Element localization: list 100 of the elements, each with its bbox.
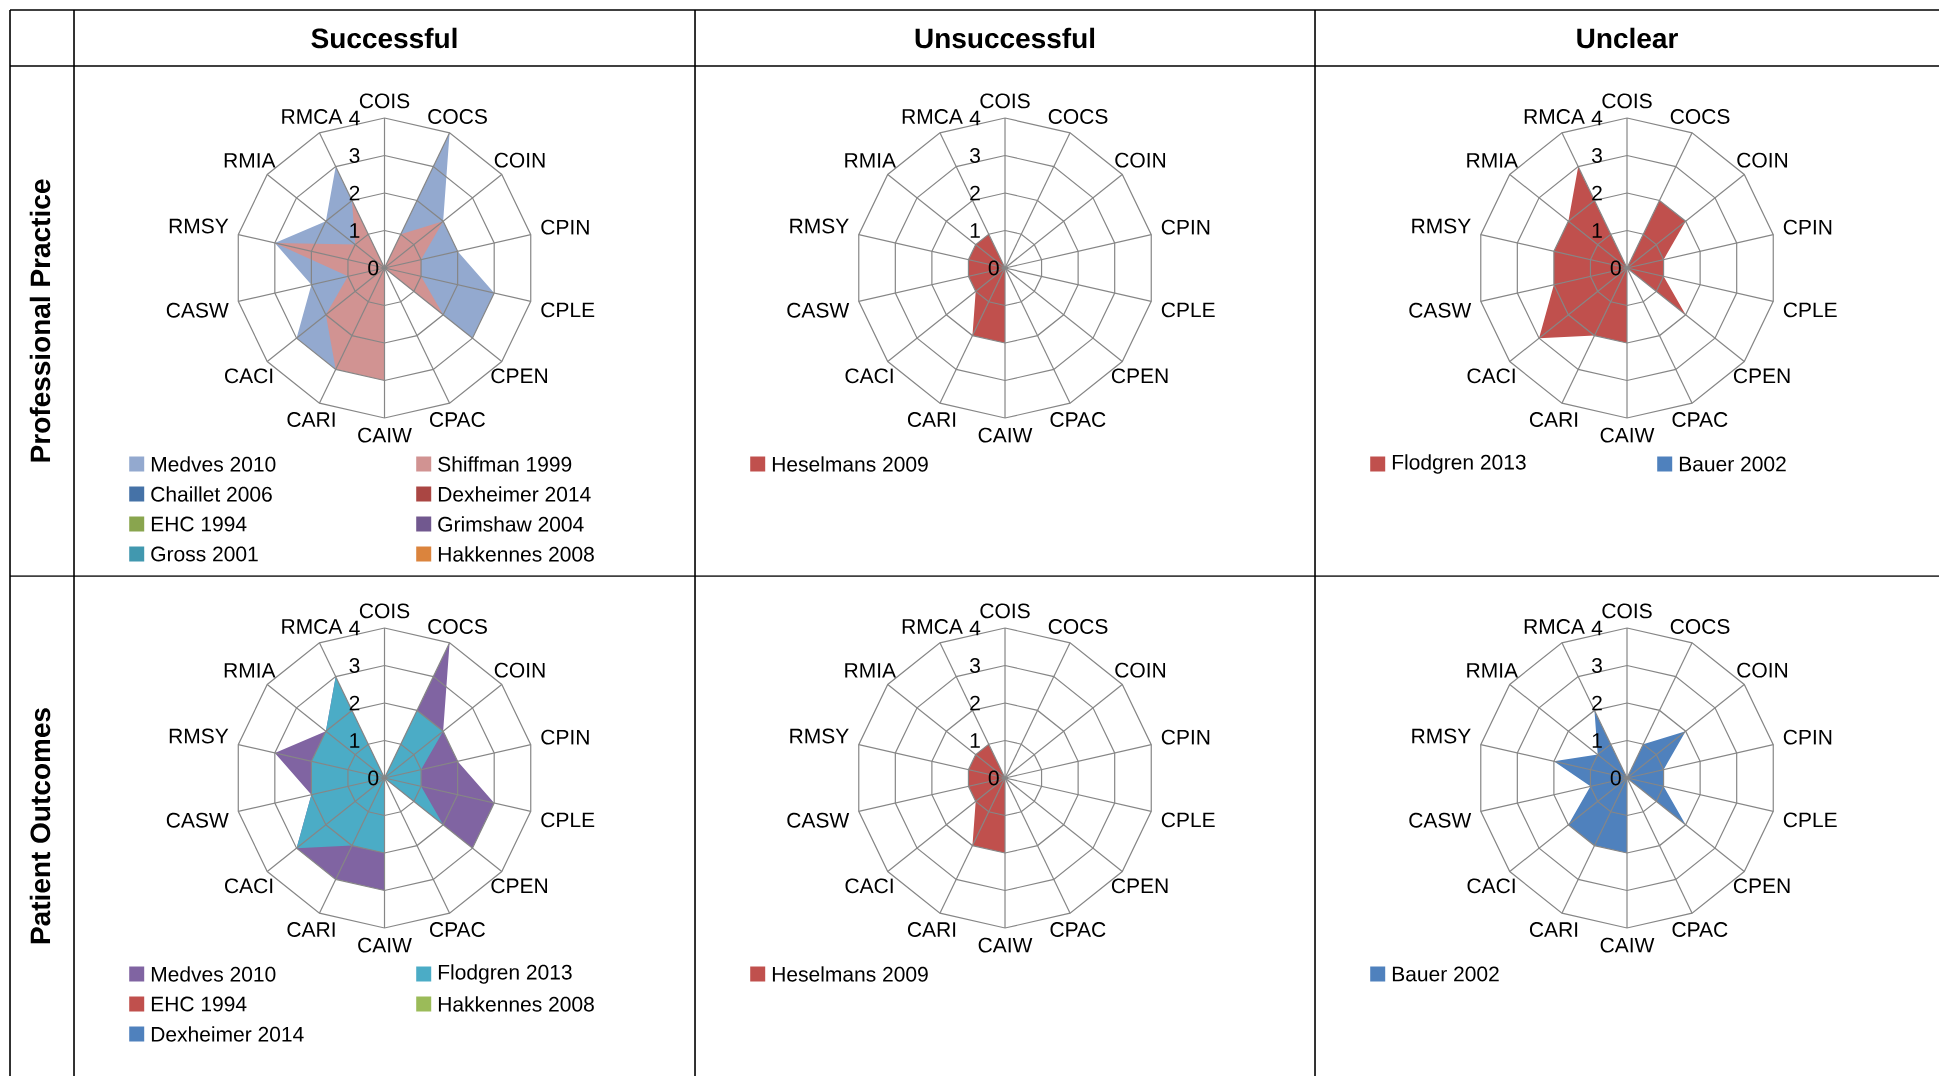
y-tick-label: 4 — [969, 110, 981, 126]
spoke-label: CPIN — [1161, 729, 1210, 745]
y-tick-label: 2 — [970, 695, 980, 711]
spoke-label: CPAC — [1050, 922, 1106, 937]
y-tick-label: 2 — [1592, 185, 1602, 201]
y-tick-label: 3 — [349, 658, 360, 673]
legend-label: Medves 2010 — [151, 456, 276, 472]
spoke-label: RMCA — [902, 619, 963, 634]
spoke-label: CAIW — [358, 427, 412, 443]
spoke-label: CASW — [787, 812, 850, 828]
spoke-label: COIN — [1737, 152, 1788, 168]
spoke-label: CPEN — [491, 368, 548, 384]
spoke-label: CASW — [166, 812, 229, 828]
spoke-label: RMIA — [1467, 663, 1519, 678]
legend-label: Flodgren 2013 — [438, 964, 572, 984]
spoke-label: CPEN — [1111, 878, 1168, 894]
y-tick-label: 4 — [1591, 620, 1603, 636]
legend-label: Bauer 2002 — [1392, 966, 1499, 982]
spoke-label: CPIN — [541, 219, 589, 235]
spoke-label: CAIW — [358, 937, 412, 953]
spoke-label: COIN — [1115, 152, 1166, 168]
spoke-label: COIN — [494, 152, 545, 168]
spoke-label: CPIN — [1161, 219, 1210, 235]
legend-label: Hakkennes 2008 — [438, 546, 594, 562]
spoke-label: CPEN — [491, 878, 548, 894]
legend-label: Grimshaw 2004 — [438, 516, 584, 532]
spoke-label: CARI — [1529, 922, 1578, 937]
spoke-label: COCS — [1670, 619, 1730, 634]
text: Professional Practice — [29, 179, 51, 462]
spoke-label: CPIN — [541, 729, 589, 745]
spoke-label: COCS — [1048, 109, 1108, 124]
spoke-label: RMIA — [1467, 153, 1519, 168]
spoke-label: CASW — [787, 302, 850, 318]
y-tick-label: 4 — [349, 620, 360, 636]
chart-title: Successful — [311, 27, 457, 49]
spoke-label: RMCA — [902, 109, 963, 124]
spoke-label: RMSY — [169, 728, 229, 744]
spoke-label: CAIW — [978, 427, 1033, 443]
spoke-label: CPAC — [1050, 412, 1106, 427]
spoke-label: CPLE — [1161, 302, 1215, 318]
spoke-label: CARI — [287, 922, 335, 937]
spoke-label: CPLE — [541, 812, 595, 828]
spoke-label: CPEN — [1733, 878, 1790, 894]
spoke-label: CPLE — [1783, 812, 1837, 828]
spoke-label: COIN — [1115, 662, 1166, 678]
y-tick-label: 3 — [969, 658, 980, 673]
legend-label: Flodgren 2013 — [1392, 454, 1526, 474]
spoke-label: CACI — [225, 878, 273, 894]
y-tick-label: 3 — [1591, 148, 1602, 163]
spoke-label: CARI — [907, 412, 956, 427]
y-tick-label: 3 — [349, 148, 360, 163]
y-tick-label: 0 — [988, 770, 999, 786]
spoke-label: CASW — [1409, 302, 1472, 318]
spoke-label: RMCA — [282, 619, 343, 634]
text: Patient Outcomes — [29, 708, 51, 944]
y-tick-label: 2 — [970, 185, 980, 201]
legend-label: Gross 2001 — [151, 546, 258, 562]
y-tick-label: 2 — [1592, 695, 1602, 711]
spoke-label: RMIA — [845, 663, 897, 678]
spoke-label: RMCA — [282, 109, 343, 124]
spoke-label: COCS — [1670, 109, 1730, 124]
spoke-label: RMSY — [1412, 218, 1471, 234]
spoke-label: COIS — [980, 603, 1030, 619]
spoke-label: RMSY — [1412, 728, 1471, 744]
y-tick-label: 2 — [349, 185, 360, 201]
spoke-label: COIS — [1602, 93, 1652, 109]
spoke-label: CACI — [225, 368, 273, 384]
spoke-label: CPLE — [541, 302, 595, 318]
legend-label: Heselmans 2009 — [772, 456, 928, 472]
y-tick-label: 2 — [349, 695, 360, 711]
spoke-label: CPIN — [1783, 729, 1832, 745]
spoke-label: CPEN — [1733, 368, 1790, 384]
chart-title: Unclear — [1577, 27, 1678, 49]
spoke-label: RMIA — [224, 153, 276, 168]
legend-label: Dexheimer 2014 — [438, 486, 591, 502]
y-tick-label: 0 — [1610, 260, 1621, 276]
spoke-label: COCS — [428, 109, 487, 124]
legend-label: EHC 1994 — [151, 996, 247, 1012]
spoke-label: CACI — [1467, 878, 1515, 894]
spoke-label: CASW — [1409, 812, 1472, 828]
spoke-label: COIN — [1737, 662, 1788, 678]
spoke-label: CAIW — [1600, 937, 1655, 953]
spoke-label: COIS — [359, 603, 410, 619]
legend-label: Chaillet 2006 — [151, 486, 272, 502]
spoke-label: COIS — [1602, 603, 1652, 619]
legend-label: EHC 1994 — [151, 516, 247, 532]
spoke-label: RMIA — [845, 153, 897, 168]
spoke-label: CPLE — [1161, 812, 1215, 828]
spoke-label: CPLE — [1783, 302, 1837, 318]
spoke-label: COCS — [428, 619, 487, 634]
y-tick-label: 3 — [969, 148, 980, 163]
y-tick-label: 1 — [350, 223, 360, 238]
legend-label: Dexheimer 2014 — [151, 1026, 304, 1042]
spoke-label: CARI — [907, 922, 956, 937]
spoke-label: COIS — [980, 93, 1030, 109]
spoke-label: RMCA — [1524, 109, 1585, 124]
spoke-label: CPAC — [430, 412, 485, 427]
spoke-label: RMCA — [1524, 619, 1585, 634]
spoke-label: COIS — [359, 93, 410, 109]
spoke-label: RMSY — [790, 218, 849, 234]
